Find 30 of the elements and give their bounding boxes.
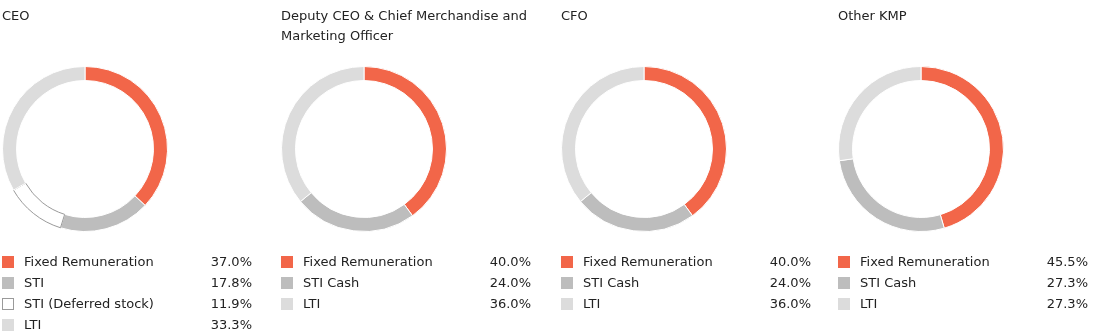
legend-label: Fixed Remuneration [583, 254, 714, 269]
chart-title: Other KMP [838, 7, 908, 25]
legend-label: STI Cash [303, 275, 361, 290]
legend-label: Fixed Remuneration [860, 254, 991, 269]
data-label: 27.3% [1046, 275, 1088, 290]
data-label: 36.0% [489, 296, 531, 311]
data-label: 37.0% [210, 254, 252, 269]
data-label: 27.3% [1046, 296, 1088, 311]
chart-title: CFO [561, 7, 589, 25]
chart-title: CEO [2, 7, 31, 25]
legend-label: LTI [24, 317, 43, 332]
data-label: 24.0% [489, 275, 531, 290]
data-label: 24.0% [769, 275, 811, 290]
data-label: 33.3% [210, 317, 252, 332]
data-label: 36.0% [769, 296, 811, 311]
data-label: 45.5% [1046, 254, 1088, 269]
legend-label: Fixed Remuneration [303, 254, 434, 269]
data-label: 17.8% [210, 275, 252, 290]
legend-label: STI [24, 275, 46, 290]
legend-label: STI Cash [583, 275, 641, 290]
chart-title: Deputy CEO & Chief Merchandise and Marketing Officer [281, 7, 529, 45]
legend-label: STI Cash [860, 275, 918, 290]
legend-label: STI (Deferred stock) [24, 296, 155, 311]
legend-label: Fixed Remuneration [24, 254, 155, 269]
legend-label: LTI [860, 296, 879, 311]
data-label: 40.0% [489, 254, 531, 269]
legend-label: LTI [303, 296, 322, 311]
legend-label: LTI [583, 296, 602, 311]
data-label: 40.0% [769, 254, 811, 269]
data-label: 11.9% [210, 296, 252, 311]
